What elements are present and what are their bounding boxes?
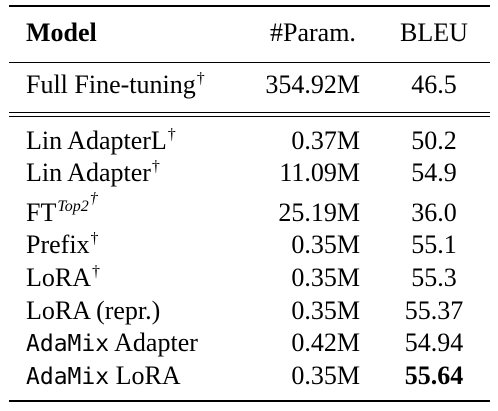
row-model: AdaMix LoRA [26,359,181,394]
table-row: FTTop2† 25.19M 36.0 [0,190,498,230]
table-row: AdaMix LoRA 0.35M 55.64 [0,359,498,393]
row-params: 0.35M [291,230,360,259]
row-model-name: LoRA [26,263,91,292]
table-row: Lin Adapter† 11.09M 54.9 [0,156,498,190]
table-row: LoRA (repr.) 0.35M 55.37 [0,294,498,328]
dagger-mark: † [167,126,176,143]
row-params: 0.35M [291,296,360,325]
table-group-rule-upper [9,112,490,113]
row-bleu: 50.2 [411,126,457,155]
row-bleu: 54.9 [411,158,457,187]
header-params: #Param. [270,18,356,47]
row-model-superscript: Top2† [57,190,97,215]
row-params: 11.09M [279,158,360,187]
row-model-name: Lin AdapterL [26,126,167,155]
table-group-rule-lower [9,116,490,117]
row-model: FTTop2† [26,190,98,234]
row-bleu: 55.1 [411,230,457,259]
dagger-mark: † [196,70,205,87]
row-model: Lin AdapterL† [26,124,176,158]
header-bleu: BLEU [400,18,468,47]
row-model: Lin Adapter† [26,156,160,190]
dagger-mark: † [90,230,99,247]
table-header-rule [9,62,490,63]
dagger-mark: † [151,158,160,175]
row-params: 25.19M [278,198,360,227]
row-model-name: Prefix [26,230,90,259]
row-model-method: AdaMix [26,331,110,357]
row-bleu: 54.94 [404,328,464,357]
superscript-text: Top2 [57,198,89,215]
table-top-rule [9,5,490,7]
row-bleu: 55.3 [411,263,457,292]
row-params: 0.35M [291,361,360,390]
row-model-method: AdaMix [26,364,110,390]
row-params: 354.92M [265,70,360,99]
dagger-mark: † [92,263,100,280]
row-params: 0.35M [291,263,360,292]
row-model-variant: Adapter [109,328,198,357]
row-model: AdaMix Adapter [26,326,198,361]
row-model: Prefix† [26,228,99,262]
row-model-name: LoRA (repr.) [26,296,161,325]
header-model: Model [26,18,97,47]
table-header-row: Model #Param. BLEU [0,16,498,50]
row-model-name: FT [26,198,57,227]
row-bleu: 36.0 [411,198,457,227]
row-model: LoRA† [26,261,100,295]
row-params: 0.37M [291,126,360,155]
row-bleu: 46.5 [411,70,457,99]
table-row: Full Fine-tuning† 354.92M 46.5 [0,68,498,102]
table-row: Lin AdapterL† 0.37M 50.2 [0,124,498,158]
row-model-variant: LoRA [109,361,181,390]
dagger-mark: † [89,190,98,207]
row-model-name: Lin Adapter [26,158,151,187]
table-bottom-rule [9,400,490,402]
table-row: Prefix† 0.35M 55.1 [0,228,498,262]
table-row: AdaMix Adapter 0.42M 54.94 [0,326,498,360]
row-params: 0.42M [291,328,360,357]
table-row: LoRA† 0.35M 55.3 [0,261,498,295]
row-bleu-best: 55.64 [404,361,464,390]
row-model: Full Fine-tuning† [26,68,205,102]
row-bleu: 55.37 [404,296,464,325]
row-model-name: Full Fine-tuning [26,70,196,99]
